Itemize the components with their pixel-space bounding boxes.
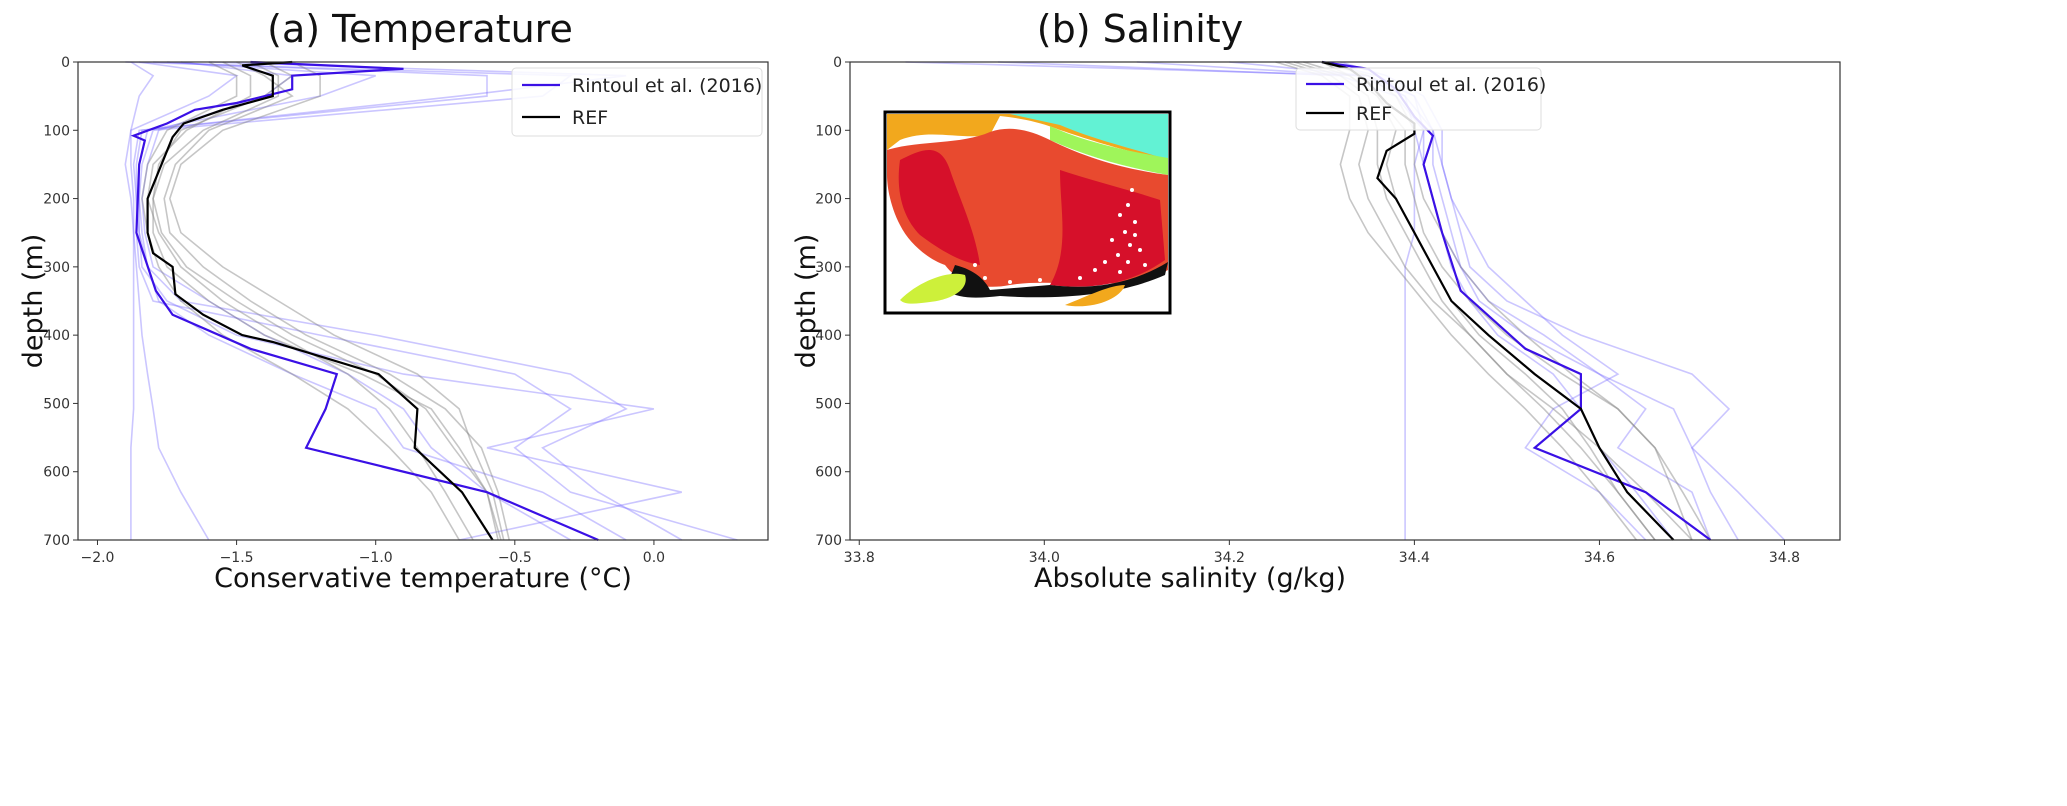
- model-profile-line: [152, 61, 502, 541]
- legend-box: [511, 67, 763, 137]
- x-tick-label: 34.2: [1214, 550, 1245, 566]
- x-axis-label: Absolute salinity (g/kg): [1034, 563, 1346, 594]
- legend-label-ref: REF: [572, 107, 608, 129]
- y-tick-label: 500: [815, 396, 842, 412]
- observation-profile-line: [1321, 61, 1425, 540]
- x-tick-label: 34.6: [1584, 550, 1615, 566]
- temperature-panel: (a) Temperature −2.0 −1.5 −1.0 −0.5 0.0 0 100…: [18, 7, 769, 594]
- y-tick-label: 0: [833, 55, 842, 71]
- y-tick-label: 500: [43, 396, 70, 412]
- x-axis: 33.8 34.0 34.2 34.4 34.6 34.8: [844, 540, 1800, 566]
- legend-label-rintoul: Rintoul et al. (2016): [572, 75, 762, 97]
- y-axis: 0 100 200 300 400 500 600 700: [815, 55, 850, 549]
- y-tick-label: 300: [43, 260, 70, 276]
- x-tick-label: −1.0: [359, 550, 393, 566]
- x-tick-label: 0.0: [643, 550, 665, 566]
- legend: Rintoul et al. (2016) REF: [1295, 67, 1546, 131]
- x-tick-label: 34.8: [1769, 550, 1800, 566]
- y-axis: 0 100 200 300 400 500 600 700: [43, 55, 78, 549]
- x-tick-label: 34.4: [1399, 550, 1430, 566]
- y-tick-label: 400: [815, 328, 842, 344]
- ref-series-line: [146, 60, 494, 541]
- observation-profile-line: [132, 61, 738, 541]
- station-dots: [973, 188, 1147, 284]
- x-tick-label: −2.0: [80, 550, 114, 566]
- y-tick-label: 700: [815, 533, 842, 549]
- plot-area: [124, 60, 738, 542]
- x-tick-label: −1.5: [220, 550, 254, 566]
- y-tick-label: 400: [43, 328, 70, 344]
- chart-title: (a) Temperature: [267, 7, 573, 51]
- model-profile-line: [146, 61, 474, 541]
- y-tick-label: 600: [43, 465, 70, 481]
- model-profile-line: [168, 61, 505, 541]
- x-tick-label: 34.0: [1029, 550, 1060, 566]
- rintoul-series-line: [130, 60, 599, 542]
- y-tick-label: 200: [815, 192, 842, 208]
- model-profile-line: [152, 61, 499, 541]
- axes-frame: [77, 61, 769, 541]
- y-tick-label: 700: [43, 533, 70, 549]
- x-axis-label: Conservative temperature (°C): [214, 563, 632, 594]
- model-profile-line: [163, 61, 510, 541]
- y-axis-label: depth (m): [791, 234, 822, 369]
- observation-profile-line: [130, 61, 155, 540]
- legend-box: [1295, 67, 1542, 131]
- observation-profile-line: [135, 61, 682, 541]
- chart-title: (b) Salinity: [1037, 7, 1243, 51]
- observation-profile-line: [1340, 61, 1647, 541]
- y-tick-label: 600: [815, 465, 842, 481]
- legend-label-rintoul: Rintoul et al. (2016): [1356, 74, 1546, 96]
- model-profile-line: [141, 61, 460, 541]
- y-tick-label: 100: [815, 123, 842, 139]
- x-tick-label: −0.5: [498, 550, 532, 566]
- inset-map: [883, 110, 1172, 315]
- legend-label-ref: REF: [1356, 103, 1392, 125]
- observation-profile-line: [1136, 61, 1786, 541]
- axes-frame: [849, 61, 1841, 541]
- model-profile-line: [1275, 61, 1638, 541]
- salinity-panel: (b) Salinity 33.8 34.0 34.2 34.4 34.6 34.8 0 1…: [791, 7, 1841, 594]
- x-axis: −2.0 −1.5 −1.0 −0.5 0.0: [80, 540, 665, 566]
- y-axis-label: depth (m): [18, 234, 49, 369]
- observation-profile-line: [124, 61, 239, 541]
- y-tick-label: 0: [61, 55, 70, 71]
- x-tick-label: 33.8: [844, 550, 875, 566]
- y-tick-label: 300: [815, 260, 842, 276]
- y-tick-label: 100: [43, 123, 70, 139]
- legend: Rintoul et al. (2016) REF: [511, 67, 763, 137]
- y-tick-label: 200: [43, 192, 70, 208]
